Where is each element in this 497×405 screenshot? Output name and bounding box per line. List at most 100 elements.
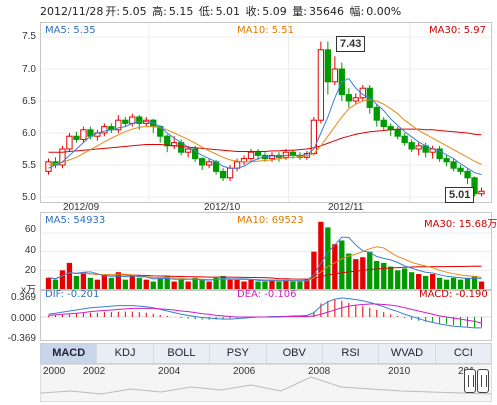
volume-bar <box>450 277 457 289</box>
volume-bar <box>73 275 80 289</box>
volume-bar <box>164 275 170 289</box>
volume-bar <box>276 281 282 289</box>
candle-body <box>226 167 234 179</box>
volume-bar <box>367 251 373 289</box>
volume-bar <box>248 279 254 289</box>
candle-body <box>122 119 129 124</box>
price-ytick: 6.0 <box>22 128 36 139</box>
volume-bar <box>234 279 240 289</box>
volume-bar <box>381 262 387 289</box>
candle-body <box>282 151 290 158</box>
volume-bar <box>353 259 359 289</box>
volume-bar <box>429 274 436 289</box>
close-label: 收: <box>245 5 261 18</box>
timeline-year: 2004 <box>158 366 181 377</box>
candle-body <box>331 68 338 83</box>
tab-cci[interactable]: CCI <box>453 347 473 359</box>
candle-body <box>45 161 52 172</box>
candle-body <box>464 170 471 179</box>
candle-body <box>205 161 213 166</box>
timeline-right-handle[interactable] <box>477 369 489 393</box>
volume-bar <box>94 279 101 289</box>
candle-body <box>192 148 199 160</box>
price-panel[interactable]: MA5: 5.35 MA10: 5.51 MA30: 5.97 <box>40 22 492 203</box>
candle-body <box>373 106 380 121</box>
candle-body <box>185 148 192 153</box>
dea-line <box>48 303 482 324</box>
volume-bar <box>297 281 303 289</box>
volume-bar <box>199 279 205 289</box>
volume-chart <box>41 221 491 289</box>
ma30-line <box>48 128 482 153</box>
candle-body <box>408 142 415 150</box>
indicator-tabs: MACD KDJ BOLL PSY OBV RSI WVAD CCI <box>40 343 492 364</box>
volume-bar <box>304 279 310 289</box>
volume-bar <box>388 266 394 289</box>
macd-label: MACD: -0.190 <box>419 289 488 300</box>
volume-bar <box>45 277 52 289</box>
ma5-line <box>48 77 482 176</box>
date-xtick: 2012/11 <box>328 202 364 213</box>
volume-bar <box>283 279 289 289</box>
candle-body <box>450 161 457 169</box>
macd-panel[interactable]: DIF: -0.201 DEA: -0.106 MACD: -0.190 <box>40 289 492 341</box>
volume-ytick: 20 <box>24 265 36 276</box>
tab-boll[interactable]: BOLL <box>154 344 211 363</box>
candle-body <box>164 135 171 147</box>
volume-panel[interactable]: MA5: 54933 MA10: 69523 MA30: 15.68万 <box>40 212 497 290</box>
volume-bar <box>136 277 142 289</box>
tab-rsi[interactable]: RSI <box>323 344 380 363</box>
ma10-price-label: MA10: 5.51 <box>237 25 295 36</box>
timeline-left-handle[interactable] <box>464 369 476 393</box>
volume-bar <box>206 281 212 289</box>
change-label: 幅: <box>349 5 365 18</box>
candle-body <box>436 148 443 160</box>
candle-body <box>247 151 255 160</box>
change-value: 0.00% <box>366 5 402 18</box>
volume-bar <box>332 244 338 289</box>
macd-ytick: 0.000 <box>10 313 36 324</box>
candle-body <box>478 190 485 195</box>
tab-macd[interactable]: MACD <box>41 344 98 363</box>
quote-header: 2012/11/28 开: 5.05 高: 5.15 低: 5.01 收: 5.09 量:… <box>40 3 403 21</box>
close-value: 5.09 <box>262 5 287 18</box>
candle-body <box>136 116 143 124</box>
last-price-marker: 5.01 <box>445 187 475 203</box>
macd-chart <box>41 297 491 329</box>
dif-line <box>48 297 482 329</box>
volume-bar <box>241 281 247 289</box>
ma5-volume-label: MA5: 54933 <box>45 215 106 226</box>
volume-bar <box>220 275 226 289</box>
timeline-year: 2006 <box>233 366 256 377</box>
volume-bar <box>185 281 191 289</box>
tab-obv[interactable]: OBV <box>267 344 323 363</box>
volume-bar <box>178 279 184 289</box>
volume-bar <box>101 274 108 289</box>
volume-bar <box>436 277 443 289</box>
tab-wvad[interactable]: WVAD <box>379 344 436 363</box>
volume-bar <box>457 279 464 289</box>
volume-bar <box>443 279 450 289</box>
high-label: 高: <box>152 5 167 18</box>
ma10-volume-label: MA10: 69523 <box>237 215 304 226</box>
candle-body <box>254 151 262 156</box>
date-xtick: 2012/09 <box>63 202 100 213</box>
candle-body <box>359 87 366 99</box>
candle-body <box>317 49 325 121</box>
timeline-navigator[interactable]: 2000 2002 2004 2006 2008 2010 201 <box>40 364 492 402</box>
tab-kdj[interactable]: KDJ <box>97 344 154 363</box>
volume-ytick: 40 <box>24 245 36 256</box>
timeline-year: 2010 <box>388 366 411 377</box>
open-value: 5.05 <box>122 5 147 18</box>
tab-psy[interactable]: PSY <box>210 344 267 363</box>
candle-body <box>80 129 87 140</box>
ma5-price-label: MA5: 5.35 <box>45 25 96 36</box>
price-ytick: 7.0 <box>22 64 36 75</box>
volume-bar <box>269 279 275 289</box>
volume-bar <box>52 279 59 289</box>
volume-bar <box>59 270 66 289</box>
high-value: 5.15 <box>168 5 194 18</box>
candle-body <box>73 135 80 140</box>
volume-bar <box>402 268 408 289</box>
volume-bar <box>129 275 135 289</box>
